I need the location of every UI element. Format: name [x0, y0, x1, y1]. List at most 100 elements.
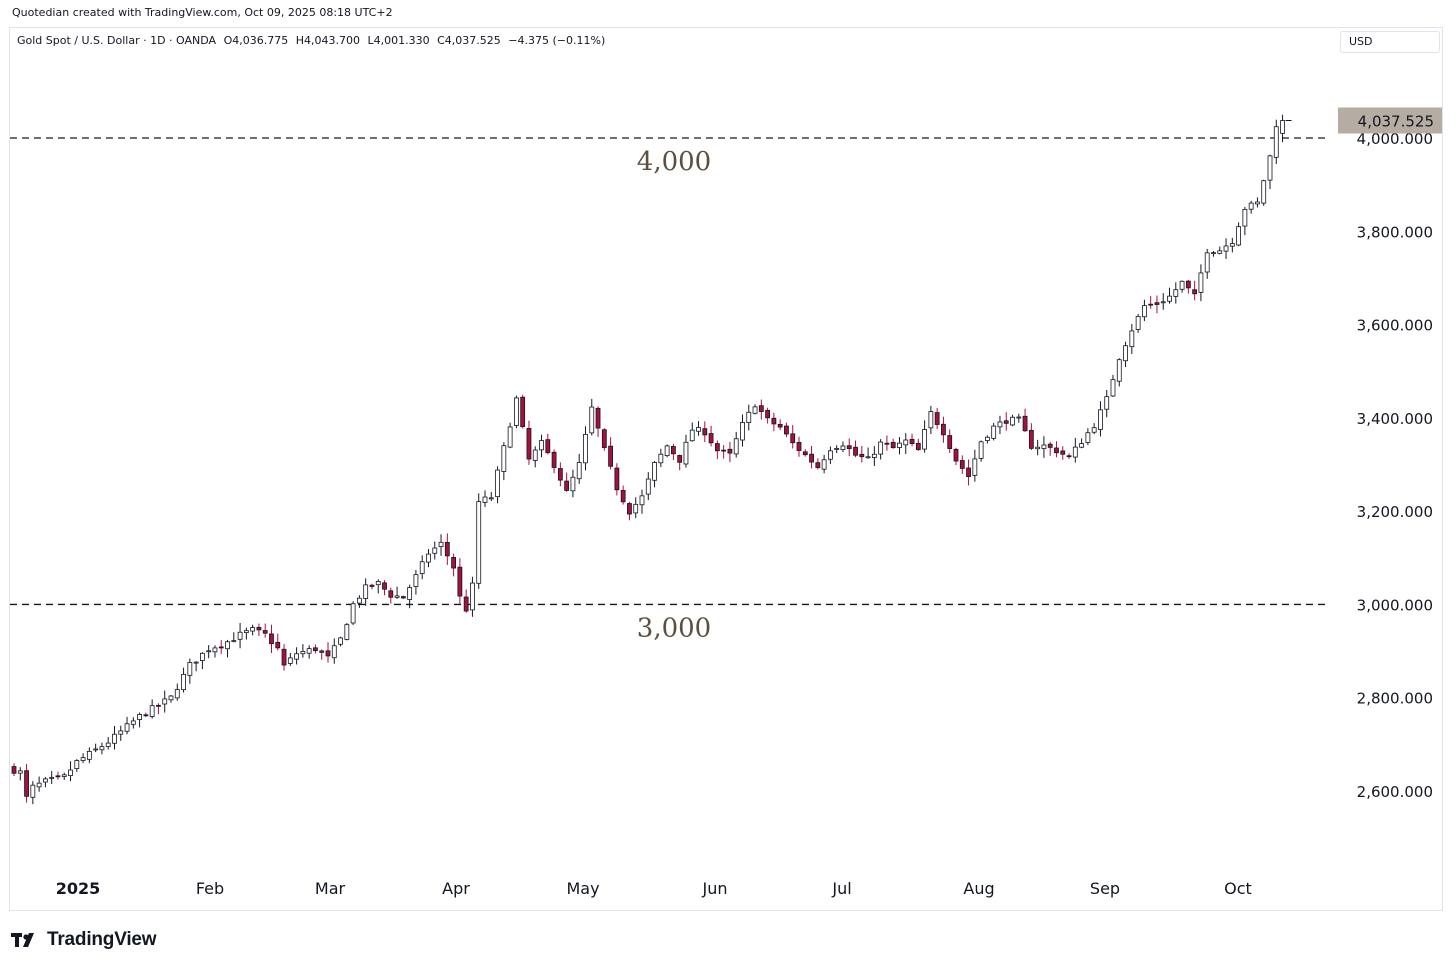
tradingview-logo[interactable]: TradingView — [11, 928, 157, 952]
x-tick-label: Mar — [315, 879, 346, 898]
candle — [941, 416, 946, 443]
candle — [80, 753, 86, 764]
candle — [306, 645, 312, 659]
candle — [771, 412, 777, 432]
candle — [570, 469, 576, 498]
candle — [363, 578, 369, 606]
candle — [595, 406, 601, 437]
candle — [407, 584, 413, 609]
level-label: 3,000 — [637, 613, 711, 643]
candle — [853, 440, 858, 458]
candle — [331, 638, 337, 664]
candle — [520, 394, 526, 429]
candle — [564, 472, 570, 492]
candle — [545, 433, 551, 455]
candle — [1261, 179, 1267, 206]
candle — [978, 440, 984, 462]
candle — [313, 644, 318, 654]
candle — [262, 623, 268, 638]
y-tick-label: 2,600.000 — [1357, 783, 1433, 801]
tradingview-brand: TradingView — [47, 929, 157, 950]
candle — [821, 454, 827, 474]
candle — [93, 743, 99, 753]
candle — [231, 632, 237, 643]
candle — [1204, 248, 1210, 279]
candle — [1085, 428, 1091, 446]
price-axis: 2,600.000 2,800.000 3,000.000 3,200.000 3,40… — [1357, 130, 1433, 801]
candle — [953, 447, 959, 466]
candle — [639, 489, 645, 514]
candle — [1091, 423, 1097, 435]
candle — [1273, 119, 1279, 164]
candle — [1041, 436, 1047, 458]
candle — [325, 642, 331, 663]
candle — [601, 428, 607, 451]
candle — [400, 595, 406, 599]
candle — [1028, 423, 1034, 451]
candle — [287, 652, 293, 666]
last-price-tag: 4,037.525 — [1285, 107, 1442, 134]
candle — [212, 645, 218, 658]
y-tick-label: 4,000.000 — [1357, 130, 1433, 148]
candle — [1167, 287, 1172, 304]
candle — [281, 644, 287, 671]
ohlc-close: C4,037.525 — [437, 34, 501, 47]
candle — [1173, 282, 1179, 304]
candle — [1116, 358, 1122, 387]
candle — [802, 449, 808, 457]
candle — [369, 583, 375, 590]
candle — [199, 652, 205, 670]
candle — [438, 534, 444, 556]
candle — [237, 622, 243, 649]
candle — [482, 490, 488, 508]
candle — [1248, 200, 1254, 214]
candle — [922, 420, 927, 453]
candle — [696, 421, 701, 436]
candle — [86, 747, 92, 764]
candle — [426, 549, 431, 568]
candle — [1003, 412, 1009, 431]
candle — [721, 444, 727, 459]
candle — [105, 737, 111, 750]
candle — [909, 433, 915, 447]
candle — [375, 579, 381, 594]
candle — [1054, 441, 1059, 458]
x-tick-label: Oct — [1224, 879, 1252, 898]
candle — [915, 438, 921, 451]
candle — [181, 667, 186, 693]
candle — [777, 419, 783, 431]
candle — [419, 555, 425, 580]
candle — [928, 405, 934, 435]
candle — [627, 501, 632, 521]
candle — [614, 463, 620, 496]
y-tick-label: 3,400.000 — [1357, 410, 1433, 428]
x-tick-label: 2025 — [56, 879, 101, 898]
candle — [1192, 280, 1198, 301]
candle — [683, 434, 689, 468]
candle — [1255, 197, 1260, 208]
candle — [539, 434, 544, 458]
candle — [708, 425, 714, 447]
candle — [17, 767, 23, 781]
symbol-name[interactable]: Gold Spot / U.S. Dollar · 1D · OANDA — [17, 34, 217, 47]
candle — [890, 438, 896, 449]
candle — [488, 491, 494, 502]
candle — [243, 627, 249, 640]
candle — [300, 644, 306, 658]
candle — [903, 433, 909, 455]
candle — [269, 624, 274, 653]
candle — [1079, 438, 1084, 449]
candle — [947, 429, 953, 454]
x-tick-label: Aug — [963, 879, 994, 898]
candle — [187, 658, 193, 684]
currency-selector[interactable]: USD — [1340, 31, 1440, 53]
candle — [1123, 341, 1128, 368]
candle — [1066, 453, 1072, 459]
last-price-label: 4,037.525 — [1358, 112, 1434, 130]
candle — [878, 439, 884, 460]
candle — [758, 399, 764, 420]
candle — [174, 683, 180, 701]
candle — [871, 446, 877, 466]
candle — [457, 558, 463, 604]
